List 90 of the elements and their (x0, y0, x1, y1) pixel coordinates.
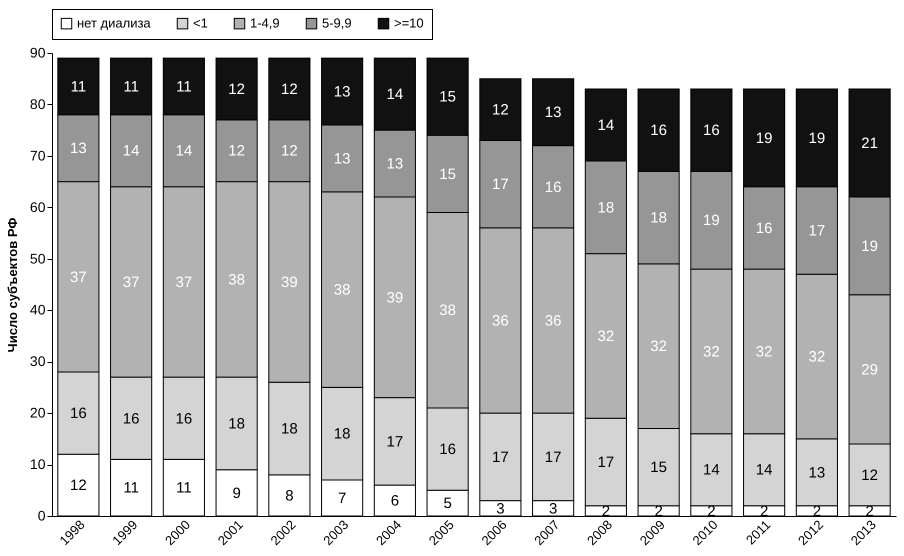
data-label: 21 (861, 135, 878, 152)
data-label: 5 (443, 495, 452, 512)
data-label: 18 (281, 420, 298, 438)
data-label: 19 (861, 238, 878, 255)
y-tick-label: 80 (30, 96, 46, 112)
y-tick-label: 40 (30, 302, 46, 318)
data-label: 19 (808, 130, 826, 147)
data-label: 18 (228, 415, 245, 432)
y-tick-label: 10 (30, 456, 46, 472)
data-label: 3 (548, 500, 558, 518)
data-label: 32 (598, 328, 614, 345)
data-label: 12 (281, 142, 298, 160)
data-label: 17 (492, 448, 509, 466)
data-label: 18 (598, 199, 614, 216)
data-label: 37 (176, 274, 192, 291)
legend-label: >=10 (394, 16, 424, 31)
data-label: 13 (544, 104, 562, 122)
data-label: 13 (386, 156, 404, 173)
data-label: 13 (808, 464, 826, 482)
data-label: 39 (386, 289, 404, 306)
data-label: 36 (492, 312, 509, 330)
data-label: 17 (492, 176, 509, 194)
data-label: 16 (439, 441, 456, 458)
data-label: 11 (176, 78, 192, 96)
data-label: 11 (123, 78, 139, 96)
y-tick-label: 60 (30, 198, 46, 215)
data-label: 16 (544, 178, 562, 196)
data-label: 11 (176, 480, 192, 497)
data-label: 39 (281, 274, 298, 291)
data-label: 13 (70, 140, 87, 158)
data-label: 29 (861, 361, 878, 378)
data-label: 17 (544, 448, 562, 466)
data-label: 12 (492, 102, 509, 119)
data-label: 11 (123, 480, 139, 497)
data-label: 19 (756, 130, 772, 147)
data-label: 14 (598, 117, 614, 134)
data-label: 11 (70, 78, 86, 96)
data-label: 14 (703, 462, 720, 479)
y-tick-label: 50 (30, 250, 46, 266)
data-label: 32 (650, 338, 667, 356)
data-label: 15 (439, 166, 456, 183)
data-label: 38 (334, 282, 350, 299)
data-label: 36 (544, 312, 562, 330)
data-label: 32 (703, 343, 720, 360)
y-tick-label: 70 (30, 147, 46, 164)
data-label: 14 (122, 142, 140, 160)
data-label: 16 (176, 410, 192, 428)
data-label: 15 (650, 459, 667, 476)
data-label: 12 (861, 466, 878, 484)
data-label: 13 (334, 84, 350, 101)
data-label: 12 (70, 477, 87, 494)
data-label: 37 (70, 268, 87, 286)
legend-label: 5-9,9 (322, 16, 352, 31)
data-label: 16 (650, 122, 667, 140)
data-label: 16 (122, 410, 140, 428)
data-label: 12 (228, 81, 245, 98)
data-label: 38 (439, 302, 456, 320)
data-label: 16 (703, 122, 720, 140)
data-label: 32 (756, 343, 772, 360)
y-tick-label: 90 (30, 44, 46, 60)
y-tick-label: 30 (30, 353, 46, 370)
data-label: 14 (386, 86, 404, 104)
data-label: 14 (756, 462, 772, 479)
data-label: 32 (808, 348, 826, 366)
data-label: 19 (703, 212, 720, 230)
y-tick-label: 20 (30, 404, 46, 421)
y-axis-title: Число субъектов РФ (4, 218, 20, 352)
legend-label: нет диализа (77, 16, 152, 31)
data-label: 13 (334, 150, 350, 168)
data-label: 12 (281, 81, 298, 98)
data-label: 16 (756, 220, 772, 237)
legend-label: 1-4,9 (250, 16, 280, 31)
y-tick-label: 0 (38, 508, 46, 524)
data-label: 8 (285, 487, 294, 504)
data-label: 18 (334, 426, 350, 443)
data-label: 7 (338, 490, 346, 507)
data-label: 18 (650, 210, 667, 227)
data-label: 12 (228, 142, 245, 160)
data-label: 16 (70, 405, 87, 422)
data-label: 9 (232, 484, 241, 502)
data-label: 15 (439, 88, 456, 106)
data-label: 17 (808, 222, 826, 240)
data-label: 37 (122, 274, 140, 291)
data-label: 17 (386, 433, 404, 450)
data-label: 17 (598, 454, 614, 471)
data-label: 6 (390, 492, 400, 510)
data-label: 3 (496, 500, 505, 518)
legend-label: <1 (193, 16, 208, 31)
data-label: 38 (228, 271, 245, 288)
data-label: 14 (176, 142, 192, 160)
